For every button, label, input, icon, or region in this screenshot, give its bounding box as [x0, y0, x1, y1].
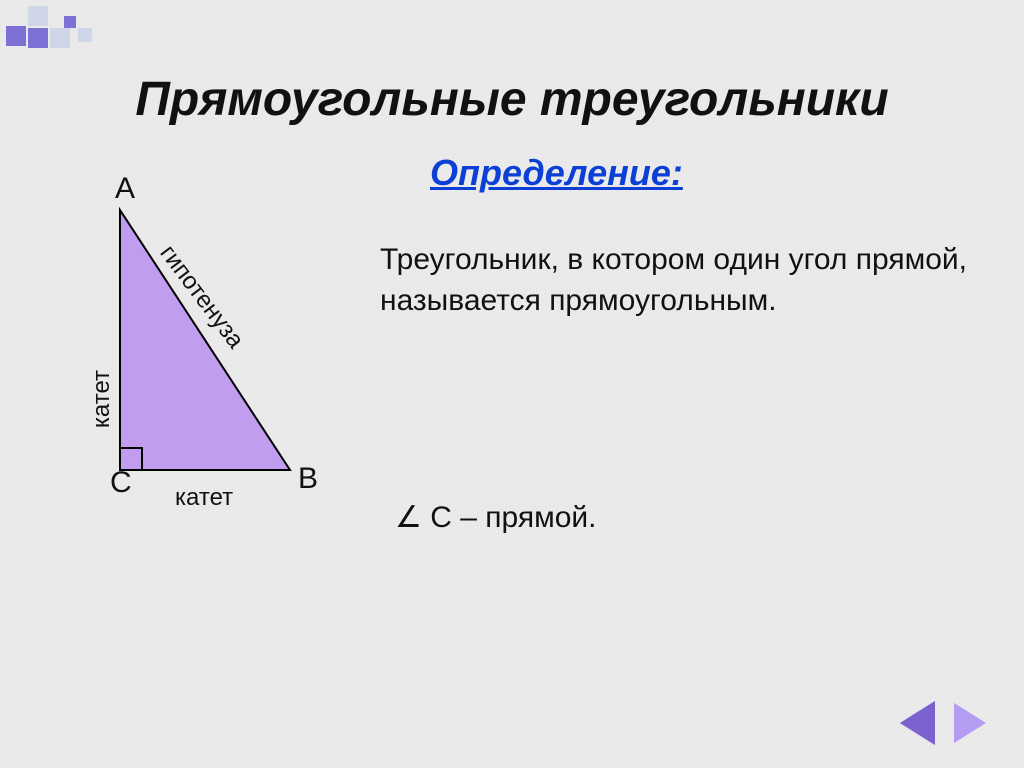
prev-arrow-icon[interactable] — [902, 703, 934, 743]
vertex-b-label: В — [298, 462, 318, 496]
decor-square — [78, 28, 92, 42]
angle-statement-text: C – прямой. — [430, 501, 596, 534]
angle-symbol-icon: ∠ — [395, 501, 422, 534]
decor-square — [64, 16, 76, 28]
bottom-leg-label: катет — [175, 484, 233, 512]
triangle-shape — [120, 210, 290, 470]
angle-statement: ∠ C – прямой. — [395, 500, 597, 535]
definition-text: Треугольник, в котором один угол прямой,… — [380, 240, 980, 321]
decor-square — [6, 26, 26, 46]
nav-controls — [894, 703, 994, 748]
vertex-a-label: А — [115, 172, 135, 206]
next-arrow-icon[interactable] — [954, 703, 986, 743]
decor-square — [50, 28, 70, 48]
decor-square — [28, 28, 48, 48]
triangle-svg — [60, 190, 370, 530]
section-subtitle: Определение: — [430, 152, 683, 194]
slide: Прямоугольные треугольники Определение: … — [0, 0, 1024, 768]
left-leg-label: катет — [88, 370, 116, 428]
page-title: Прямоугольные треугольники — [0, 72, 1024, 127]
triangle-diagram: А В С катет катет гипотенуза — [60, 190, 370, 570]
vertex-c-label: С — [110, 466, 132, 500]
decor-square — [28, 6, 48, 26]
